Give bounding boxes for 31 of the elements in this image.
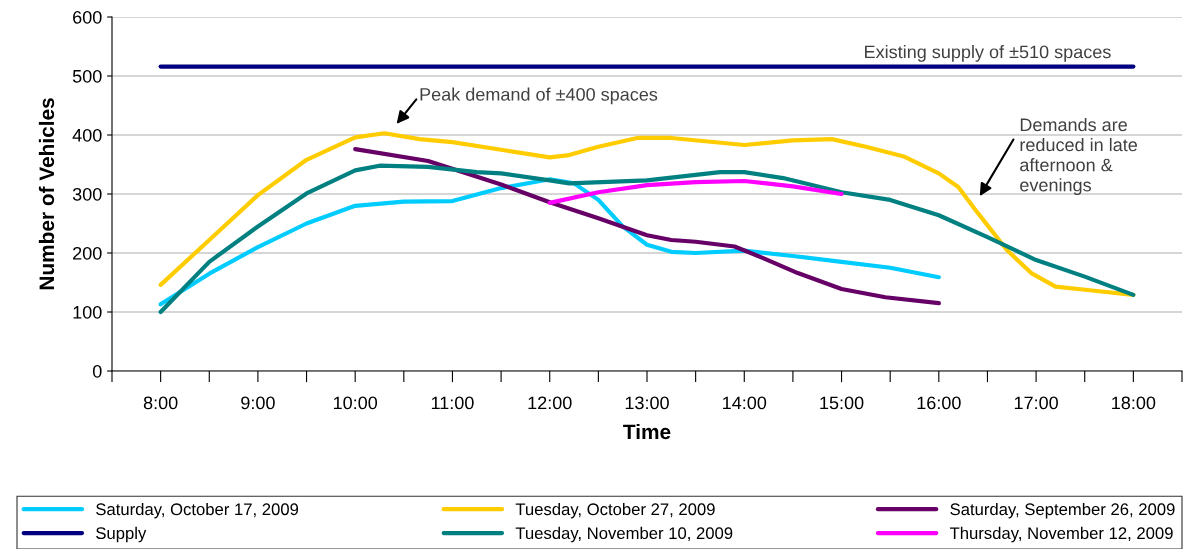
line-series bbox=[353, 147, 941, 306]
y-tick-label: 100 bbox=[73, 305, 102, 319]
legend-label: Tuesday, October 27, 2009 bbox=[515, 502, 715, 519]
x-tick-label: 14:00 bbox=[723, 396, 767, 410]
legend-label: Saturday, September 26, 2009 bbox=[950, 502, 1175, 519]
x-tick-label: 15:00 bbox=[820, 396, 864, 410]
annotation: Existing supply of ±510 spaces bbox=[865, 45, 1111, 62]
x-tick-label: 12:00 bbox=[528, 396, 572, 410]
line-series bbox=[547, 178, 844, 205]
legend-label: Supply bbox=[96, 526, 147, 543]
y-tick-label: 500 bbox=[72, 69, 102, 83]
legend-label: Tuesday, November 10, 2009 bbox=[515, 526, 733, 543]
x-axis-title: Time bbox=[623, 423, 671, 440]
y-axis-title: Number of Vehicles bbox=[38, 98, 55, 290]
legend-label: Thursday, November 12, 2009 bbox=[949, 526, 1173, 543]
y-tick-label: 300 bbox=[72, 187, 102, 201]
x-tick-label: 13:00 bbox=[625, 396, 669, 410]
annotation: Demands are reduced in late afternoon & evenings bbox=[1020, 117, 1137, 196]
x-tick-label: 11:00 bbox=[431, 396, 474, 410]
legend-label: Saturday, October 17, 2009 bbox=[96, 502, 299, 519]
y-tick-label: 600 bbox=[73, 10, 102, 24]
x-tick-label: 10:00 bbox=[333, 396, 378, 410]
x-tick-label: 9:00 bbox=[241, 396, 275, 410]
y-tick-label: 400 bbox=[72, 128, 102, 142]
x-tick-label: 8:00 bbox=[143, 396, 178, 410]
y-tick-label: 0 bbox=[92, 364, 102, 378]
annotation: Peak demand of ±400 spaces bbox=[420, 87, 658, 105]
x-tick-label: 18:00 bbox=[1112, 396, 1156, 410]
x-tick-label: 16:00 bbox=[917, 396, 961, 410]
y-tick-label: 200 bbox=[73, 246, 102, 260]
x-tick-label: 17:00 bbox=[1014, 396, 1058, 410]
